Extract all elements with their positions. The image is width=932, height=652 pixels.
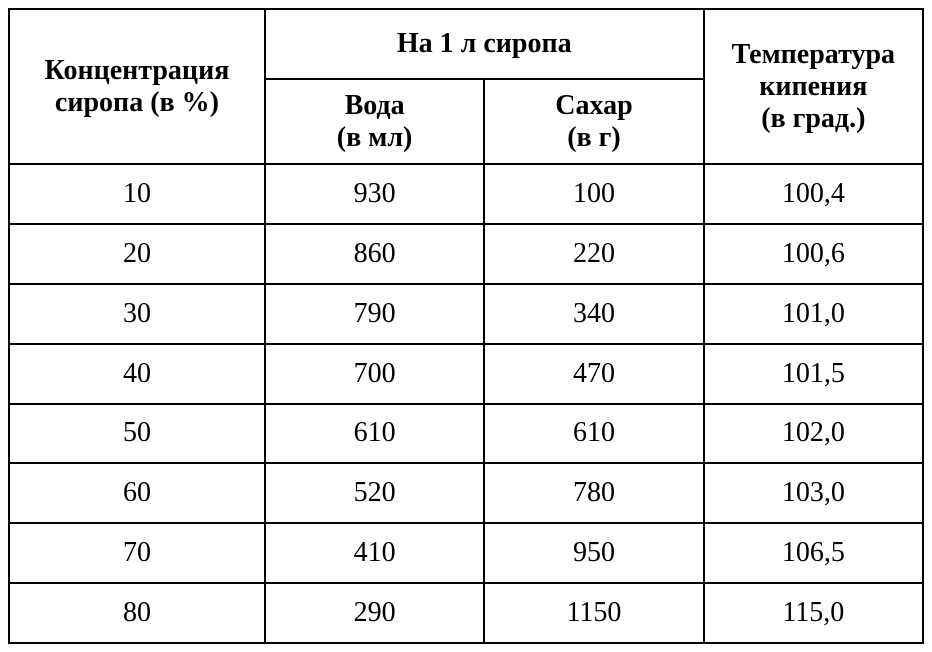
syrup-concentration-table: Концентрация сиропа (в %) На 1 л сиропа … bbox=[8, 8, 924, 644]
cell-water: 790 bbox=[265, 284, 484, 344]
table-row: 80 290 1150 115,0 bbox=[9, 583, 923, 643]
header-temp-line1: Температура bbox=[732, 39, 895, 70]
cell-concentration: 30 bbox=[9, 284, 265, 344]
header-temperature: Температура кипения (в град.) bbox=[704, 9, 923, 164]
cell-temp: 101,5 bbox=[704, 344, 923, 404]
cell-temp: 100,6 bbox=[704, 224, 923, 284]
header-concentration-line1: Концентрация bbox=[45, 55, 230, 86]
table-row: 70 410 950 106,5 bbox=[9, 523, 923, 583]
header-per-liter: На 1 л сиропа bbox=[265, 9, 704, 79]
cell-concentration: 70 bbox=[9, 523, 265, 583]
cell-sugar: 340 bbox=[484, 284, 703, 344]
cell-temp: 100,4 bbox=[704, 164, 923, 224]
cell-water: 290 bbox=[265, 583, 484, 643]
cell-water: 410 bbox=[265, 523, 484, 583]
cell-temp: 106,5 bbox=[704, 523, 923, 583]
header-temp-line2: кипения bbox=[759, 71, 867, 102]
cell-water: 520 bbox=[265, 463, 484, 523]
cell-temp: 101,0 bbox=[704, 284, 923, 344]
cell-water: 860 bbox=[265, 224, 484, 284]
cell-sugar: 100 bbox=[484, 164, 703, 224]
cell-temp: 103,0 bbox=[704, 463, 923, 523]
table-row: 10 930 100 100,4 bbox=[9, 164, 923, 224]
header-temp-line3: (в град.) bbox=[761, 103, 865, 134]
header-water: Вода (в мл) bbox=[265, 79, 484, 164]
cell-sugar: 470 bbox=[484, 344, 703, 404]
table-row: 20 860 220 100,6 bbox=[9, 224, 923, 284]
header-row-1: Концентрация сиропа (в %) На 1 л сиропа … bbox=[9, 9, 923, 79]
header-sugar-line2: (в г) bbox=[567, 122, 620, 153]
cell-concentration: 50 bbox=[9, 404, 265, 464]
cell-water: 700 bbox=[265, 344, 484, 404]
table-body: 10 930 100 100,4 20 860 220 100,6 30 790… bbox=[9, 164, 923, 643]
cell-temp: 115,0 bbox=[704, 583, 923, 643]
cell-sugar: 780 bbox=[484, 463, 703, 523]
cell-concentration: 80 bbox=[9, 583, 265, 643]
cell-concentration: 20 bbox=[9, 224, 265, 284]
header-sugar: Сахар (в г) bbox=[484, 79, 703, 164]
table-row: 50 610 610 102,0 bbox=[9, 404, 923, 464]
cell-concentration: 10 bbox=[9, 164, 265, 224]
cell-water: 610 bbox=[265, 404, 484, 464]
cell-concentration: 60 bbox=[9, 463, 265, 523]
header-sugar-line1: Сахар bbox=[555, 90, 632, 121]
table-row: 30 790 340 101,0 bbox=[9, 284, 923, 344]
cell-sugar: 610 bbox=[484, 404, 703, 464]
cell-sugar: 220 bbox=[484, 224, 703, 284]
cell-concentration: 40 bbox=[9, 344, 265, 404]
table-row: 60 520 780 103,0 bbox=[9, 463, 923, 523]
cell-temp: 102,0 bbox=[704, 404, 923, 464]
cell-sugar: 1150 bbox=[484, 583, 703, 643]
cell-water: 930 bbox=[265, 164, 484, 224]
header-water-line1: Вода bbox=[345, 90, 405, 121]
header-concentration: Концентрация сиропа (в %) bbox=[9, 9, 265, 164]
cell-sugar: 950 bbox=[484, 523, 703, 583]
header-concentration-line2: сиропа (в %) bbox=[55, 87, 219, 118]
header-water-line2: (в мл) bbox=[337, 122, 413, 153]
table-row: 40 700 470 101,5 bbox=[9, 344, 923, 404]
